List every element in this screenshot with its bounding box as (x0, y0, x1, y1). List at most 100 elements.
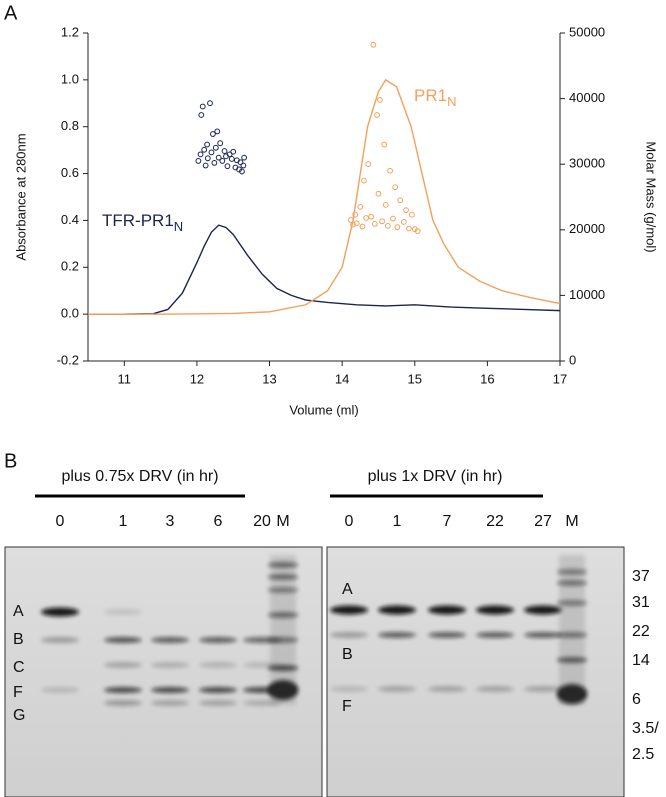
band-label: F (13, 684, 23, 701)
scatter-point (212, 144, 219, 151)
gel-band (476, 632, 514, 638)
band-label: A (342, 581, 353, 598)
scatter-point (357, 203, 364, 210)
scatter-point (352, 211, 359, 218)
scatter-point (371, 220, 378, 227)
gel-band (524, 605, 562, 615)
y2-tick-label: 0 (569, 352, 576, 367)
scatter-point (228, 156, 235, 162)
scatter-point (211, 159, 218, 166)
gel-header: plus 1x DRV (in hr) (368, 468, 503, 485)
size-label: 22 (632, 623, 650, 640)
gel-band (151, 700, 189, 706)
scatter-point (199, 103, 206, 110)
x-tick-label: 11 (118, 371, 132, 386)
scatter-point (347, 217, 354, 223)
band-label: C (13, 659, 25, 676)
line (88, 78, 561, 315)
gel-band (104, 687, 142, 693)
scatter-point (214, 128, 221, 135)
scatter-point (390, 215, 396, 222)
x-tick-label: 12 (190, 371, 204, 386)
lane-label: 0 (345, 513, 354, 530)
scatter-point (392, 184, 399, 191)
scatter-point (204, 141, 210, 148)
y-tick-label: 0.2 (61, 259, 79, 274)
gel-band (151, 687, 189, 693)
scatter-point (403, 207, 409, 214)
lane-label: 6 (214, 513, 223, 530)
y-tick-label: 0.8 (61, 118, 79, 133)
size-label: 3.5/ (632, 720, 659, 737)
scatter-point (408, 211, 415, 218)
gel-band (378, 605, 416, 615)
x-tick-label: 15 (408, 371, 422, 386)
scatter-point (207, 100, 213, 107)
scatter-point (350, 221, 356, 228)
y2-tick-label: 40000 (569, 90, 605, 105)
y-tick-label: 0.0 (61, 306, 79, 321)
gel-band (41, 687, 79, 693)
gel-band (524, 686, 562, 692)
y2-tick-label: 10000 (569, 287, 605, 302)
x-axis-title: Volume (ml) (289, 402, 358, 417)
size-label: 37 (632, 568, 650, 585)
y2-tick-label: 30000 (569, 156, 605, 171)
size-label: 31 (632, 594, 650, 611)
gel-band (151, 662, 189, 668)
marker-smear (270, 555, 296, 705)
lane-label: 0 (56, 513, 65, 530)
lane-label: 7 (443, 513, 452, 530)
panel-label: A (4, 2, 18, 24)
lane-label: M (276, 513, 289, 530)
y2-tick-label: 50000 (569, 24, 605, 39)
gel-band (151, 637, 189, 643)
band-label: A (13, 603, 24, 620)
scatter-point (381, 141, 388, 148)
lane-label: 27 (534, 513, 552, 530)
scatter-point (209, 131, 216, 137)
scatter-point (363, 215, 370, 221)
gel-band (199, 687, 237, 693)
scatter-point (365, 161, 372, 168)
scatter-point (400, 219, 407, 225)
scatter-point (208, 149, 215, 156)
gel-band (199, 662, 237, 668)
scatter-point (414, 228, 421, 235)
scatter-point (382, 201, 389, 208)
gel-band (104, 637, 142, 643)
scatter-point (370, 41, 377, 48)
scatter-point (217, 140, 224, 147)
gel-band (428, 632, 466, 638)
x-tick-label: 13 (262, 371, 276, 386)
annotation: PR1N (414, 86, 456, 109)
gel-header: plus 0.75x DRV (in hr) (61, 468, 218, 485)
gel-band (476, 686, 514, 692)
x-tick-label: 16 (480, 371, 494, 386)
annotation: TFR-PR1N (102, 211, 183, 234)
lane-label: 1 (393, 513, 402, 530)
gel-band (524, 632, 562, 638)
scatter-point (237, 159, 244, 166)
size-label: 14 (632, 652, 650, 669)
lane-label: 22 (486, 513, 504, 530)
band-label: F (342, 698, 352, 715)
marker-smear (559, 555, 585, 705)
gel-band (428, 605, 466, 615)
x-tick-label: 17 (553, 371, 567, 386)
scatter-point (353, 220, 360, 227)
gel-band (330, 605, 368, 615)
y-axis-title: Absorbance at 280nm (13, 133, 28, 260)
x-tick-label: 14 (335, 371, 349, 386)
y-tick-label: 1.0 (61, 71, 79, 86)
scatter-point (359, 223, 366, 230)
scatter-point (375, 190, 382, 197)
scatter-point (368, 213, 375, 220)
gel-band (330, 632, 368, 638)
gel-band (41, 637, 79, 643)
line (88, 224, 561, 315)
scatter-point (239, 168, 245, 175)
scatter-point (406, 225, 412, 232)
